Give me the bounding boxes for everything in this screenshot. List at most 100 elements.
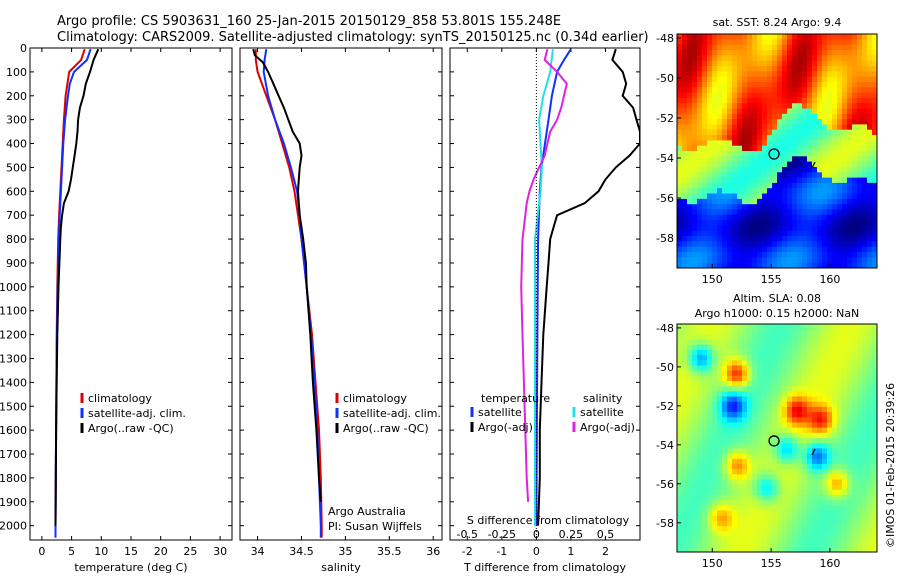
- map-cell: [777, 34, 783, 40]
- map-cell: [772, 526, 778, 532]
- map-cell: [797, 87, 803, 94]
- map-cell: [797, 198, 803, 205]
- map-cell: [757, 546, 763, 552]
- map-cell: [832, 119, 838, 125]
- map-cell: [727, 349, 733, 356]
- map-cell: [682, 541, 688, 548]
- map-cell: [847, 458, 853, 465]
- map-cell: [727, 55, 733, 62]
- map-cell: [677, 489, 683, 496]
- map-cell: [787, 65, 793, 72]
- map-cell: [762, 355, 768, 361]
- map-cell: [697, 87, 703, 94]
- map-cell: [717, 262, 723, 268]
- map-cell: [857, 401, 863, 408]
- map-cell: [832, 546, 838, 552]
- map-cell: [727, 360, 733, 367]
- map-cell: [857, 349, 863, 356]
- map-cell: [842, 406, 848, 413]
- map-cell: [677, 520, 683, 527]
- map-cell: [787, 214, 793, 221]
- map-cell: [862, 448, 868, 455]
- map-cell: [692, 151, 698, 157]
- map-cell: [777, 188, 783, 195]
- map-cell: [782, 129, 788, 136]
- map-cell: [757, 220, 763, 226]
- map-cell: [847, 510, 853, 517]
- map-cell: [737, 438, 743, 444]
- map-cell: [847, 182, 853, 189]
- map-cell: [702, 124, 708, 131]
- map-cell: [862, 334, 868, 341]
- map-cell: [702, 360, 708, 367]
- map-cell: [747, 252, 753, 258]
- map-cell: [832, 151, 838, 157]
- map-cell: [742, 236, 748, 242]
- map-cell: [682, 438, 688, 444]
- map-cell: [787, 505, 793, 512]
- map-cell: [787, 87, 793, 94]
- series-group: [520, 48, 640, 526]
- map-cell: [762, 520, 768, 527]
- map-cell: [742, 161, 748, 168]
- map-cell: [722, 188, 728, 195]
- map-cell: [827, 422, 833, 429]
- map-cell: [707, 220, 713, 226]
- map-cell: [857, 479, 863, 486]
- map-cell: [837, 108, 843, 115]
- map-cell: [792, 375, 798, 382]
- map-cell: [742, 182, 748, 189]
- map-cell: [742, 526, 748, 532]
- map-cell: [767, 55, 773, 62]
- map-cell: [777, 396, 783, 403]
- map-cell: [772, 87, 778, 94]
- map-cell: [717, 365, 723, 372]
- map-cell: [782, 324, 788, 330]
- map-cell: [732, 365, 738, 372]
- map-cell: [837, 220, 843, 226]
- map-cell: [867, 479, 873, 486]
- map-cell: [742, 329, 748, 335]
- map-cell: [772, 422, 778, 429]
- map-cell: [832, 135, 838, 141]
- map-cell: [857, 474, 863, 481]
- map-cell: [732, 349, 738, 356]
- map-cell: [782, 230, 788, 237]
- map-cell: [747, 193, 753, 200]
- map-cell: [767, 381, 773, 387]
- map-cell: [867, 463, 873, 470]
- map-cell: [817, 34, 823, 40]
- map-cell: [742, 204, 748, 211]
- map-cell: [782, 474, 788, 481]
- map-cell: [762, 427, 768, 434]
- map-cell: [702, 520, 708, 527]
- map-cell: [732, 92, 738, 99]
- map-cell: [782, 209, 788, 216]
- map-cell: [732, 546, 738, 552]
- map-cell: [857, 334, 863, 341]
- map-cell: [782, 167, 788, 173]
- map-cell: [797, 443, 803, 449]
- map-cell: [822, 108, 828, 115]
- map-cell: [747, 225, 753, 232]
- map-cell: [847, 344, 853, 351]
- map-cell: [787, 71, 793, 78]
- map-cell: [837, 50, 843, 56]
- map-cell: [687, 546, 693, 552]
- map-cell: [802, 344, 808, 351]
- map-cell: [872, 396, 877, 403]
- map-cell: [837, 427, 843, 434]
- map-cell: [852, 355, 858, 361]
- map-cell: [802, 241, 808, 248]
- map-cell: [747, 375, 753, 382]
- map-cell: [822, 406, 828, 413]
- map-cell: [807, 417, 813, 424]
- map-cell: [782, 103, 788, 109]
- map-cell: [822, 71, 828, 78]
- map-cell: [872, 198, 877, 205]
- map-cell: [837, 87, 843, 94]
- map-cell: [697, 515, 703, 522]
- map-cell: [827, 412, 833, 418]
- map-cell: [812, 135, 818, 141]
- map-cell: [752, 495, 758, 501]
